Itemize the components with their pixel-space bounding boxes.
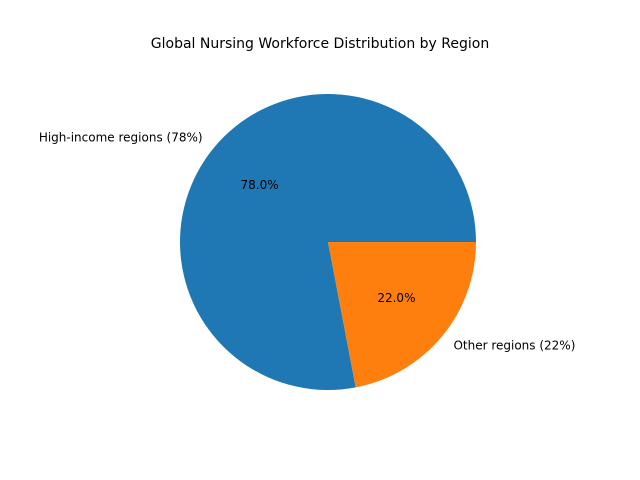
value-label: 78.0% xyxy=(241,178,279,192)
value-label: 22.0% xyxy=(377,291,415,305)
chart-title: Global Nursing Workforce Distribution by… xyxy=(151,36,489,52)
pie-slice xyxy=(180,94,477,390)
slice-label: High-income regions (78%) xyxy=(39,131,203,145)
slice-label: Other regions (22%) xyxy=(453,338,575,352)
pie-slice xyxy=(328,242,476,388)
